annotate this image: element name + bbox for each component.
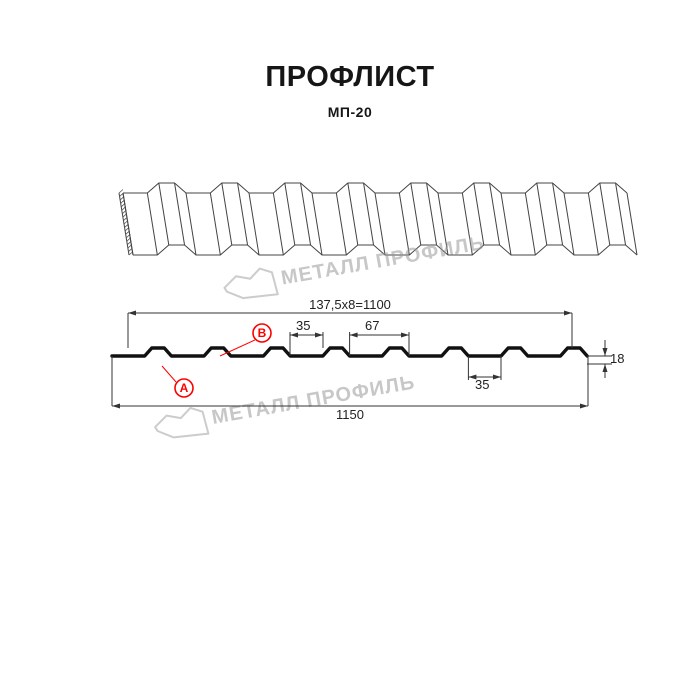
svg-text:137,5х8=1100: 137,5х8=1100 — [309, 297, 391, 312]
svg-text:A: A — [180, 381, 189, 395]
svg-text:18: 18 — [610, 351, 624, 366]
svg-text:1150: 1150 — [336, 407, 364, 422]
svg-text:67: 67 — [365, 318, 379, 333]
svg-text:35: 35 — [296, 318, 310, 333]
svg-text:B: B — [258, 326, 267, 340]
svg-text:35: 35 — [475, 377, 489, 392]
